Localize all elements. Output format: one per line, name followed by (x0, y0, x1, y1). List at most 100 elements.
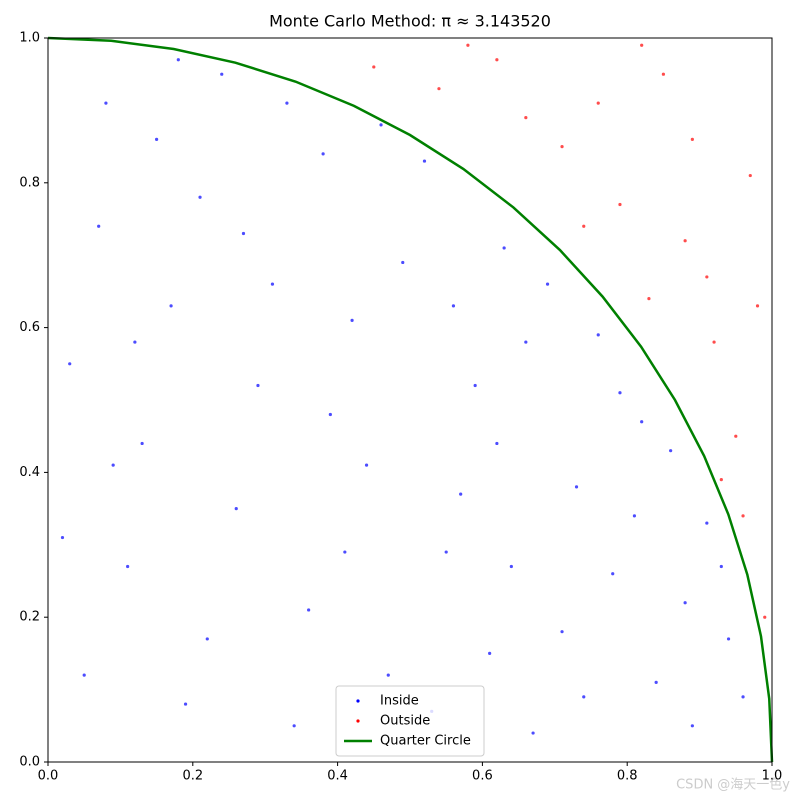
point (734, 434, 738, 438)
point (755, 304, 760, 308)
point (705, 521, 709, 525)
point (669, 449, 673, 453)
point (104, 101, 108, 105)
y-tick-label: 0.4 (19, 465, 40, 480)
point (618, 202, 622, 207)
point (343, 550, 347, 554)
point (582, 695, 586, 699)
point (473, 383, 477, 388)
legend-marker (356, 699, 360, 703)
point (726, 637, 731, 641)
point (509, 564, 513, 569)
point (292, 724, 296, 728)
point (241, 231, 246, 236)
point (618, 391, 622, 395)
x-tick-label: 0.8 (617, 769, 638, 784)
point (176, 58, 180, 62)
y-tick-label: 0.6 (19, 320, 40, 335)
point (545, 282, 550, 286)
y-tick-label: 0.2 (19, 610, 40, 625)
point (126, 564, 130, 569)
point (502, 246, 506, 250)
point (60, 535, 65, 540)
point (307, 608, 311, 612)
point (654, 680, 658, 684)
point (437, 87, 441, 91)
point (372, 65, 376, 69)
point (524, 116, 528, 120)
point (647, 297, 651, 301)
point (632, 514, 637, 518)
point (401, 260, 405, 265)
point (198, 195, 202, 199)
point (328, 412, 332, 417)
point (531, 731, 535, 735)
point (748, 173, 752, 178)
point (719, 478, 723, 482)
point (741, 695, 745, 699)
point (719, 564, 723, 569)
point (350, 318, 354, 322)
axes-frame (47, 37, 773, 763)
point (82, 673, 86, 677)
point (661, 72, 666, 76)
point (379, 123, 383, 127)
y-tick-label: 0.0 (19, 755, 40, 770)
point (364, 463, 369, 467)
point (285, 101, 289, 105)
x-tick-label: 0.4 (327, 769, 348, 784)
point (155, 137, 159, 141)
legend-label: Inside (380, 694, 419, 709)
point (270, 282, 275, 286)
point (741, 514, 745, 518)
point (596, 333, 600, 337)
point (582, 224, 586, 228)
y-tick-label: 1.0 (19, 31, 40, 46)
point (466, 43, 470, 47)
legend: Inside Outside Quarter Circle (335, 685, 485, 757)
point (524, 340, 528, 344)
point (169, 304, 173, 308)
y-tick-label: 0.8 (19, 175, 40, 190)
point (488, 651, 492, 656)
watermark: CSDN @海天一色y (676, 777, 790, 793)
x-tick-label: 1.0 (762, 769, 783, 784)
point (690, 137, 694, 141)
point (234, 507, 238, 511)
point (712, 340, 716, 344)
point (763, 615, 767, 619)
chart-title: Monte Carlo Method: π ≈ 3.143520 (269, 12, 551, 31)
point (705, 275, 709, 279)
point (560, 145, 564, 149)
point (205, 637, 209, 641)
point (611, 572, 615, 576)
point (321, 152, 325, 156)
x-tick-label: 0.6 (472, 769, 493, 784)
point (444, 550, 448, 554)
legend-label: Quarter Circle (380, 734, 471, 749)
point (451, 304, 456, 308)
point (560, 630, 564, 634)
point (183, 702, 188, 706)
point (68, 362, 72, 366)
x-tick-label: 0.2 (182, 769, 203, 784)
point (220, 72, 224, 76)
point (495, 58, 499, 62)
point (133, 340, 137, 344)
point (256, 383, 260, 388)
point (140, 441, 144, 446)
legend-label: Outside (380, 714, 430, 729)
legend-marker (356, 719, 360, 723)
x-tick-label: 0.0 (38, 769, 59, 784)
point (683, 239, 687, 243)
point (386, 673, 390, 677)
point (459, 492, 463, 496)
point (690, 724, 694, 728)
point (596, 101, 600, 105)
point (495, 441, 499, 446)
point (111, 463, 115, 467)
legend-box (335, 685, 485, 757)
point (683, 601, 687, 605)
